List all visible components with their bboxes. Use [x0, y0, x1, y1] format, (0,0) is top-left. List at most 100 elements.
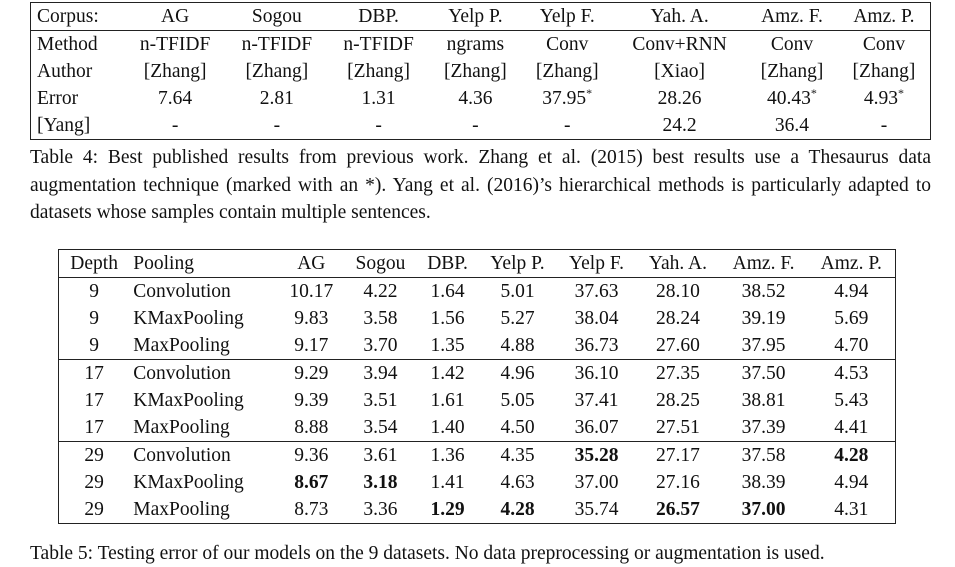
table-4: Corpus: AG Sogou DBP. Yelp P. Yelp F. Ya… [30, 2, 931, 140]
table-5-header-row: Depth Pooling AG Sogou DBP. Yelp P. Yelp… [58, 249, 896, 278]
pooling-cell: MaxPooling [133, 499, 230, 520]
depth-cell: 29 [84, 499, 104, 520]
header-cell: Sogou [343, 249, 417, 278]
table-cell: 1.41 [430, 472, 465, 493]
depth-cell: 17 [84, 363, 104, 384]
table-cell: 3.61 [363, 445, 398, 466]
best-value: 37.00 [741, 499, 786, 520]
header-cell: Corpus: [30, 2, 125, 31]
table-cell: - [273, 115, 281, 136]
table-cell: 28.10 [655, 281, 700, 302]
table-cell: 37.95* [521, 85, 613, 112]
table-cell: 4.50 [478, 414, 557, 442]
table-cell: Conv+RNN [632, 34, 727, 55]
table-cell: 36.73 [556, 332, 637, 360]
table-row: 9 KMaxPooling 9.83 3.58 1.56 5.27 38.04 28.24 39… [59, 305, 896, 332]
table-cell: 4.41 [807, 414, 896, 442]
table-cell: 28.26 [657, 88, 702, 109]
table-cell: 27.16 [655, 472, 700, 493]
table-cell: [Zhang] [760, 61, 824, 82]
table-cell: 27.60 [636, 332, 720, 360]
row-label: Error [37, 88, 79, 109]
table-cell: 27.51 [636, 414, 720, 442]
table-cell: - [472, 115, 479, 136]
table-row: 29 Convolution 9.36 3.61 1.36 4.35 35.28 27.17 3… [59, 442, 896, 470]
depth-cell: 29 [84, 445, 104, 466]
table-cell: n-TFIDF [139, 34, 211, 55]
table-cell: 26.57 [636, 496, 719, 524]
table-cell: 37.95 [719, 332, 808, 360]
table-5: Depth Pooling AG Sogou DBP. Yelp P. Yelp… [58, 249, 896, 524]
table-cell: 35.74 [574, 499, 619, 520]
table-cell: - [171, 115, 179, 136]
table-cell: 28.25 [655, 390, 700, 411]
pooling-cell: KMaxPooling [133, 472, 244, 493]
table-cell: 1.31 [361, 88, 396, 109]
table-row: 17 KMaxPooling 9.39 3.51 1.61 5.05 37.41 28.25 3… [59, 387, 896, 414]
header-cell: Amz. P. [837, 2, 931, 31]
table-row: 9 Convolution 10.17 4.22 1.64 5.01 37.63 28.10 3… [59, 278, 896, 306]
table-cell: Conv [770, 34, 814, 55]
header-cell: Yelp F. [521, 2, 614, 31]
table-row: Error 7.64 2.81 1.31 4.36 37.95* 28.26 4… [31, 85, 931, 112]
header-cell: Amz. F. [746, 2, 838, 31]
header-cell: Depth [58, 249, 130, 278]
best-value: 3.18 [363, 472, 398, 493]
table-cell: 3.36 [363, 499, 398, 520]
table-cell: 4.94 [834, 281, 869, 302]
table-cell: 37.39 [719, 414, 808, 442]
table-cell: 37.50 [741, 363, 786, 384]
header-cell: Yah. A. [613, 2, 747, 31]
table-cell: 4.31 [834, 499, 869, 520]
header-cell: Yah. A. [636, 249, 720, 278]
table-cell: [Zhang] [143, 61, 207, 82]
table-cell: 4.70 [807, 332, 896, 360]
table-cell: 1.56 [430, 308, 465, 329]
table-cell: 3.94 [363, 363, 398, 384]
header-cell: Sogou [225, 2, 328, 31]
table-row: 29 KMaxPooling 8.67 3.18 1.41 4.63 37.00 27.16 3… [59, 469, 896, 496]
table-cell: 37.58 [741, 445, 786, 466]
best-value: 1.29 [430, 499, 465, 520]
table-cell: 4.53 [834, 363, 869, 384]
table-cell: 5.05 [500, 390, 535, 411]
table-cell: 4.28 [808, 442, 896, 470]
table-cell: 8.73 [294, 499, 329, 520]
pooling-cell: MaxPooling [129, 414, 279, 442]
table-cell: 9.83 [294, 308, 329, 329]
cell-value: 40.43 [767, 88, 811, 109]
table-cell: - [880, 115, 888, 136]
table-cell: 36.10 [574, 363, 619, 384]
table-cell: 4.63 [500, 472, 535, 493]
header-cell: Pooling [129, 249, 279, 278]
table-cell: 24.2 [662, 115, 697, 136]
table-cell: - [375, 115, 382, 136]
table-cell: ngrams [446, 34, 505, 55]
table-cell: 28.24 [655, 308, 700, 329]
table-row: 17 MaxPooling 8.88 3.54 1.40 4.50 36.07 27.51 37… [58, 414, 896, 442]
table-cell: - [563, 115, 571, 136]
table-cell: 2.81 [259, 88, 294, 109]
table-cell: 37.63 [574, 281, 619, 302]
pooling-cell: KMaxPooling [133, 308, 244, 329]
best-value: 8.67 [294, 472, 329, 493]
cell-value: 4.93 [863, 88, 899, 109]
table-cell: [Zhang] [535, 61, 599, 82]
star-mark: * [810, 86, 817, 100]
table-4-header-row: Corpus: AG Sogou DBP. Yelp P. Yelp F. Ya… [30, 2, 931, 31]
depth-cell: 9 [89, 308, 99, 329]
table-cell: 37.00 [720, 496, 808, 524]
table-cell: 27.17 [655, 445, 700, 466]
table-row: [Yang] - - - - - 24.2 36.4 - [31, 112, 931, 140]
cell-value: 37.95 [542, 88, 587, 109]
table-cell: 1.35 [416, 332, 479, 360]
table-cell: 8.67 [279, 469, 344, 496]
row-label: [Yang] [37, 115, 91, 136]
table-cell: 5.69 [834, 308, 869, 329]
table-5-caption: Table 5: Testing error of our models on … [30, 543, 825, 564]
table-cell: 40.43* [746, 85, 838, 112]
table-cell: 5.01 [500, 281, 535, 302]
table-cell: 35.28 [557, 442, 636, 470]
header-cell: DBP. [416, 249, 479, 278]
best-value: 35.28 [574, 445, 619, 466]
